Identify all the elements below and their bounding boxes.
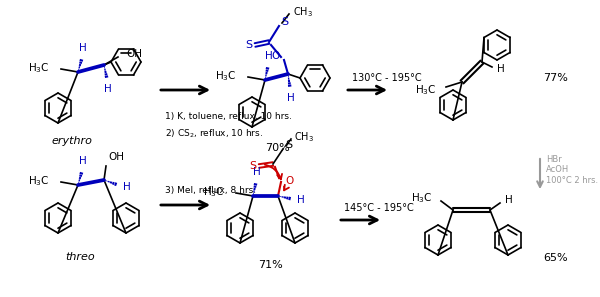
Text: S: S	[285, 140, 292, 150]
Text: OH: OH	[108, 152, 124, 162]
Text: H: H	[253, 167, 261, 177]
Text: 2) CS$_2$, reflux, 10 hrs.: 2) CS$_2$, reflux, 10 hrs.	[165, 128, 263, 140]
Text: S: S	[245, 40, 253, 50]
Text: H: H	[287, 93, 295, 103]
Text: H: H	[123, 182, 131, 192]
Text: H: H	[79, 156, 87, 166]
Text: H: H	[104, 84, 112, 94]
Text: H$_3$C: H$_3$C	[28, 174, 50, 188]
Text: H$_3$C: H$_3$C	[215, 69, 237, 83]
Text: S: S	[250, 161, 257, 171]
Text: H: H	[297, 195, 305, 205]
Text: 70%: 70%	[265, 143, 289, 153]
Text: CH$_3$: CH$_3$	[294, 130, 314, 144]
Text: CH$_3$: CH$_3$	[293, 5, 313, 19]
Text: H: H	[497, 64, 505, 74]
Text: H$_3$C: H$_3$C	[415, 83, 437, 97]
Text: H$_3$C: H$_3$C	[203, 185, 225, 199]
Text: H$_3$C: H$_3$C	[28, 61, 50, 75]
Text: 3) MeI, reflux, 8 hrs.: 3) MeI, reflux, 8 hrs.	[165, 186, 256, 195]
Text: 71%: 71%	[257, 260, 283, 270]
Text: 77%: 77%	[543, 73, 568, 83]
Text: 1) K, toluene, reflux, 10 hrs.: 1) K, toluene, reflux, 10 hrs.	[165, 112, 292, 121]
Text: erythro: erythro	[52, 136, 92, 146]
Text: S: S	[281, 17, 288, 27]
Text: 145°C - 195°C: 145°C - 195°C	[344, 203, 414, 213]
Text: O: O	[272, 51, 280, 61]
Text: H: H	[505, 195, 513, 205]
Text: O: O	[285, 176, 293, 186]
Text: H$_3$C: H$_3$C	[412, 191, 433, 205]
Text: H: H	[79, 43, 87, 53]
Text: 130°C - 195°C: 130°C - 195°C	[352, 73, 422, 83]
Text: 65%: 65%	[543, 253, 568, 263]
Text: threo: threo	[65, 252, 95, 262]
Text: OH: OH	[126, 49, 142, 59]
Text: HBr
AcOH
100°C 2 hrs.: HBr AcOH 100°C 2 hrs.	[546, 155, 598, 185]
Text: H: H	[265, 51, 273, 61]
